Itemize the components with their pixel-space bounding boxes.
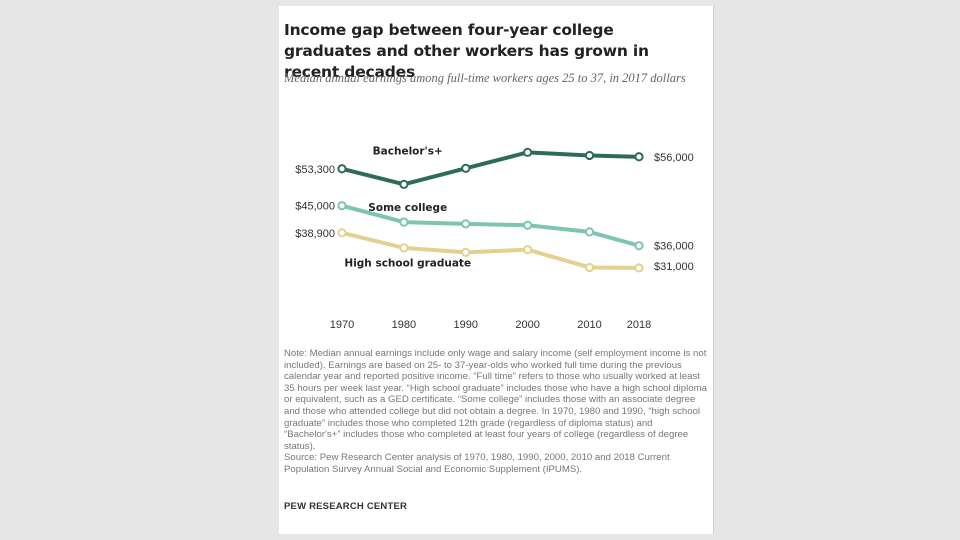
high-school-graduate-end-label: $31,000	[654, 261, 694, 273]
high-school-graduate-start-label: $38,900	[295, 228, 335, 240]
x-axis: 1970 1980 1990 2000 2010 2018	[330, 319, 651, 331]
bachelor-s-point-2010	[584, 150, 595, 161]
high-school-graduate-point-2000	[523, 245, 533, 255]
chart-note: Note: Median annual earnings include onl…	[284, 348, 708, 476]
bachelor-s-point-2000	[523, 147, 533, 157]
some-college-point-2000	[523, 220, 533, 230]
some-college-point-1970	[337, 201, 347, 211]
chart-title: Income gap between four-year college gra…	[284, 21, 649, 81]
x-tick-label-2010: 2010	[577, 319, 601, 331]
high-school-graduate-series-label: High school graduate	[344, 257, 471, 269]
high-school-graduate-point-2010	[584, 262, 595, 273]
bachelor-s-point-2018	[634, 152, 644, 162]
high-school-graduate-point-1990	[461, 247, 471, 257]
note-text: Note: Median annual earnings include onl…	[284, 348, 707, 452]
high-school-graduate-point-2018	[634, 263, 644, 273]
line-chart: $53,300 $56,000 Bachelor's+ $45,000 $36,000 S…	[295, 145, 694, 331]
pew-credit: PEW RESEARCH CENTER	[284, 501, 408, 512]
some-college-start-label: $45,000	[295, 201, 335, 213]
x-tick-label-1990: 1990	[454, 319, 478, 331]
chart-card: Income gap between four-year college gra…	[279, 6, 714, 534]
some-college-line	[340, 203, 641, 248]
bachelor-s-start-label: $53,300	[295, 164, 335, 176]
source-text: Source: Pew Research Center analysis of …	[284, 452, 670, 475]
bachelor-s-point-1990	[461, 163, 471, 173]
bachelor-s-point-1980	[399, 179, 409, 189]
bachelor-s-end-label: $56,000	[654, 152, 694, 164]
x-tick-label-2018: 2018	[627, 319, 651, 331]
series-points	[337, 147, 644, 273]
x-tick-label-1980: 1980	[392, 319, 416, 331]
some-college-series-label: Some college	[368, 202, 447, 214]
some-college-point-2018	[634, 241, 644, 251]
chart-subtitle: Median annual earnings among full-time w…	[284, 71, 686, 85]
some-college-end-label: $36,000	[654, 241, 694, 253]
x-tick-label-2000: 2000	[515, 319, 539, 331]
high-school-graduate-point-1980	[399, 243, 409, 253]
bachelor-s-line	[340, 150, 641, 187]
high-school-graduate-line	[340, 230, 641, 270]
some-college-point-1980	[399, 217, 409, 227]
series-lines	[340, 150, 641, 270]
high-school-graduate-point-1970	[337, 228, 347, 238]
some-college-point-2010	[584, 227, 595, 237]
some-college-point-1990	[461, 219, 471, 229]
bachelor-s-point-1970	[337, 164, 347, 174]
bachelor-s-series-label: Bachelor's+	[373, 145, 443, 157]
x-tick-label-1970: 1970	[330, 319, 354, 331]
value-labels: $53,300 $56,000 Bachelor's+ $45,000 $36,000 S…	[295, 145, 694, 273]
